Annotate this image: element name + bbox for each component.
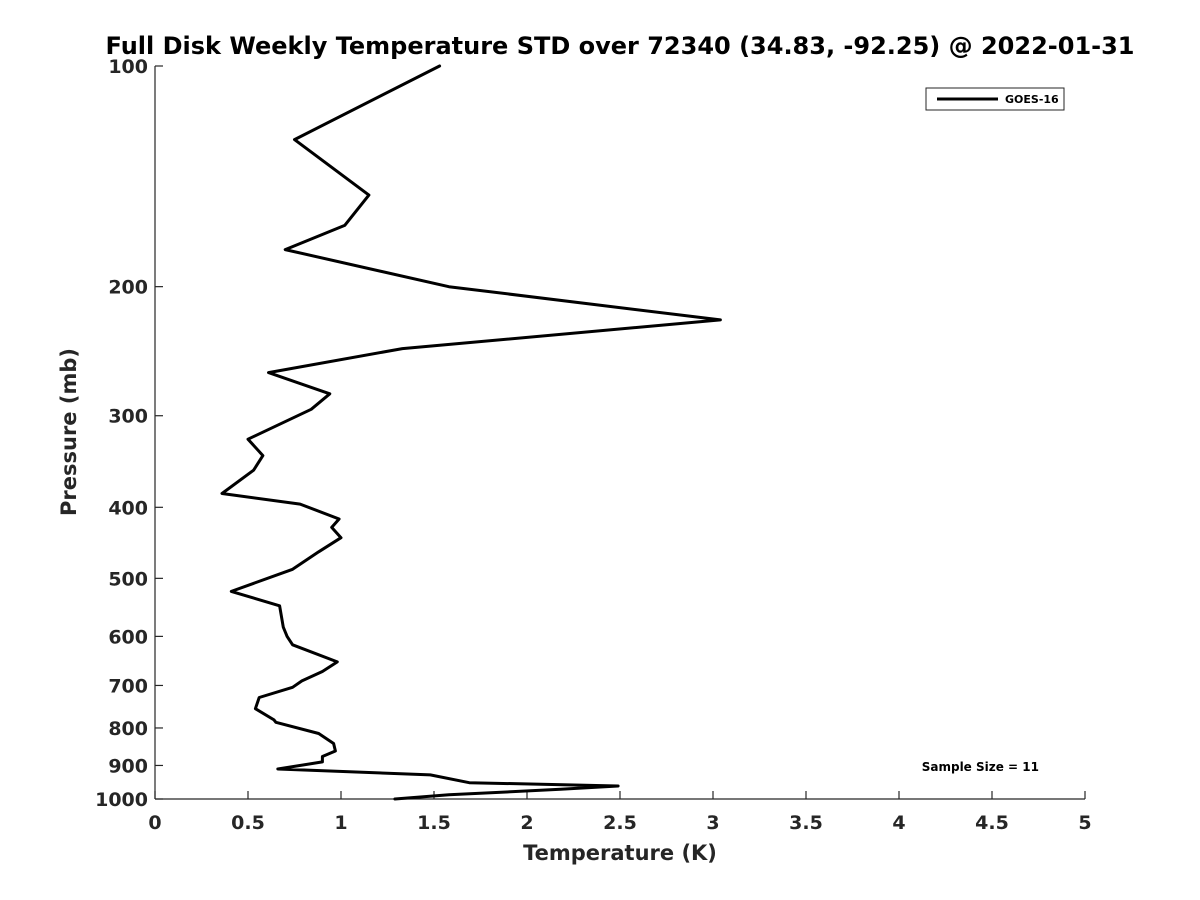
y-ticks: 100 200 300 400 500 600 700 800 900 1000 xyxy=(95,56,163,811)
x-tick-label: 3.5 xyxy=(789,812,823,834)
x-tick-label: 0 xyxy=(148,812,161,834)
x-ticks: 0 0.5 1 1.5 2 2.5 3 3.5 4 4.5 5 xyxy=(148,791,1092,834)
y-tick-label: 300 xyxy=(108,406,148,428)
x-tick-label: 4.5 xyxy=(975,812,1009,834)
legend-label-goes-16: GOES-16 xyxy=(1005,93,1059,106)
x-tick-label: 1 xyxy=(334,812,347,834)
x-tick-label: 2.5 xyxy=(603,812,637,834)
y-tick-label: 700 xyxy=(108,675,148,697)
x-tick-label: 3 xyxy=(706,812,719,834)
x-tick-label: 1.5 xyxy=(417,812,451,834)
y-tick-label: 200 xyxy=(108,277,148,299)
y-tick-label: 1000 xyxy=(95,789,148,811)
y-tick-label: 800 xyxy=(108,718,148,740)
y-tick-label: 600 xyxy=(108,626,148,648)
x-axis-label: Temperature (K) xyxy=(523,841,717,865)
x-tick-label: 4 xyxy=(892,812,905,834)
y-axis-label: Pressure (mb) xyxy=(57,348,81,516)
y-tick-label: 400 xyxy=(108,497,148,519)
sample-size-annotation: Sample Size = 11 xyxy=(922,760,1039,774)
y-tick-label: 900 xyxy=(108,755,148,777)
x-tick-label: 2 xyxy=(520,812,533,834)
y-tick-label: 500 xyxy=(108,568,148,590)
plot-area xyxy=(220,64,722,801)
legend: GOES-16 xyxy=(925,87,1065,111)
chart-title: Full Disk Weekly Temperature STD over 72… xyxy=(106,32,1135,60)
x-tick-label: 5 xyxy=(1078,812,1091,834)
x-tick-label: 0.5 xyxy=(231,812,265,834)
series-line-goes-16 xyxy=(220,64,722,801)
y-tick-label: 100 xyxy=(108,56,148,78)
